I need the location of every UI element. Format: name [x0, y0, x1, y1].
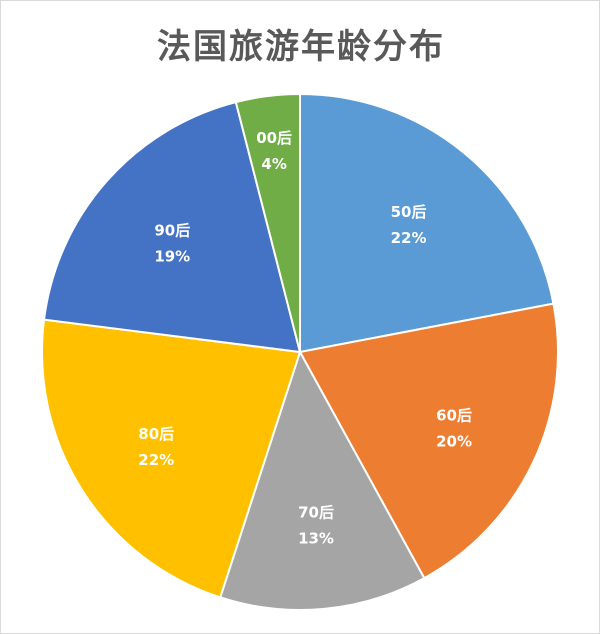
slice-percent-4: 19% [154, 247, 190, 265]
pie-slice-1 [298, 302, 559, 580]
slice-percent-1: 20% [436, 433, 472, 451]
pie-slice-4 [42, 100, 302, 354]
pie-slice-3 [41, 318, 302, 599]
slice-label-3: 80后 [138, 425, 174, 443]
pie-slice-2 [219, 349, 426, 611]
pie-slice-5 [234, 92, 301, 353]
slice-label-0: 50后 [391, 203, 427, 221]
slice-percent-3: 22% [138, 451, 174, 469]
slice-percent-5: 4% [261, 155, 286, 173]
pie-slice-0 [299, 92, 555, 354]
slice-label-5: 00后 [256, 129, 292, 147]
chart-title: 法国旅游年龄分布 [157, 27, 445, 67]
slice-label-4: 90后 [154, 221, 190, 239]
slice-percent-0: 22% [391, 229, 427, 247]
slice-label-1: 60后 [436, 407, 472, 425]
slice-percent-2: 13% [298, 530, 334, 548]
slice-label-2: 70后 [298, 504, 334, 522]
